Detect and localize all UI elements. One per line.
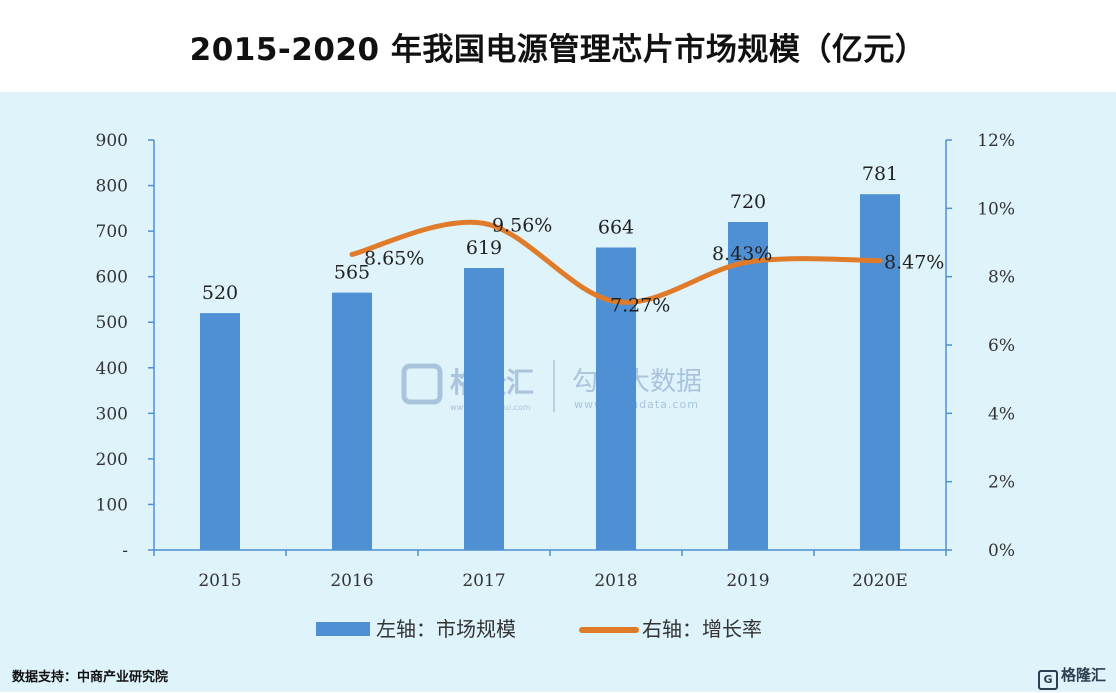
left-axis-tick-label: 300	[96, 404, 128, 424]
line-data-label: 8.43%	[712, 243, 772, 265]
left-axis-tick-label: 400	[96, 359, 128, 379]
growth-rate-line	[349, 219, 883, 305]
watermark-brand-text: 勾股大数据	[572, 367, 702, 397]
corner-logo-text: 格隆汇	[1060, 666, 1106, 684]
left-axis-tick-label: 100	[96, 495, 128, 515]
right-axis-tick-label: 2%	[988, 473, 1015, 493]
bar-data-label: 619	[466, 237, 502, 259]
line-data-label: 9.56%	[492, 214, 552, 236]
bar-data-label: 664	[598, 217, 634, 239]
x-axis-tick-label: 2018	[594, 571, 637, 591]
x-axis-tick-label: 2016	[330, 571, 373, 591]
bar	[332, 292, 372, 550]
line-data-label: 8.47%	[884, 252, 944, 274]
right-axis-tick-label: 10%	[977, 199, 1015, 219]
bar	[860, 194, 900, 550]
left-axis-tick-label: -	[122, 541, 128, 561]
line-data-label: 8.65%	[364, 247, 424, 269]
right-axis-tick-label: 6%	[988, 336, 1015, 356]
left-axis-tick-label: 600	[96, 268, 128, 288]
x-axis-tick-label: 2017	[462, 571, 505, 591]
right-axis-tick-label: 12%	[977, 131, 1015, 151]
legend-bar-swatch	[316, 622, 370, 636]
watermark-brand-url: www.gogudata.com	[574, 398, 699, 411]
bar-data-label: 520	[202, 282, 238, 304]
line-data-label: 7.27%	[610, 295, 670, 317]
right-axis-tick-label: 4%	[988, 404, 1015, 424]
corner-logo-icon: G	[1037, 670, 1058, 690]
source-note: 数据支持：中商产业研究院	[12, 670, 169, 685]
bar	[464, 268, 504, 550]
bar	[596, 247, 636, 550]
watermark-logo-icon	[401, 363, 443, 405]
x-axis-tick-label: 2019	[726, 571, 769, 591]
right-axis-tick-label: 8%	[988, 268, 1015, 288]
legend-bar-label: 左轴：市场规模	[376, 617, 516, 641]
bar	[728, 222, 768, 550]
left-axis-tick-label: 800	[96, 177, 128, 197]
left-axis-tick-label: 900	[96, 131, 128, 151]
chart-panel	[0, 92, 1116, 692]
x-axis-tick-label: 2015	[198, 571, 241, 591]
bar-data-label: 565	[334, 262, 370, 284]
bar-data-label: 720	[730, 191, 766, 213]
right-axis-tick-label: 0%	[988, 541, 1015, 561]
bar	[200, 313, 240, 550]
left-axis-tick-label: 700	[96, 222, 128, 242]
bar-data-label: 781	[862, 163, 898, 185]
legend-line-label: 右轴：增长率	[642, 617, 762, 641]
chart-title: 2015-2020 年我国电源管理芯片市场规模（亿元）	[189, 32, 927, 68]
x-axis-tick-label: 2020E	[852, 571, 908, 591]
left-axis-tick-label: 500	[96, 313, 128, 333]
corner-logo: G 格隆汇	[1037, 664, 1106, 690]
left-axis-tick-label: 200	[96, 450, 128, 470]
